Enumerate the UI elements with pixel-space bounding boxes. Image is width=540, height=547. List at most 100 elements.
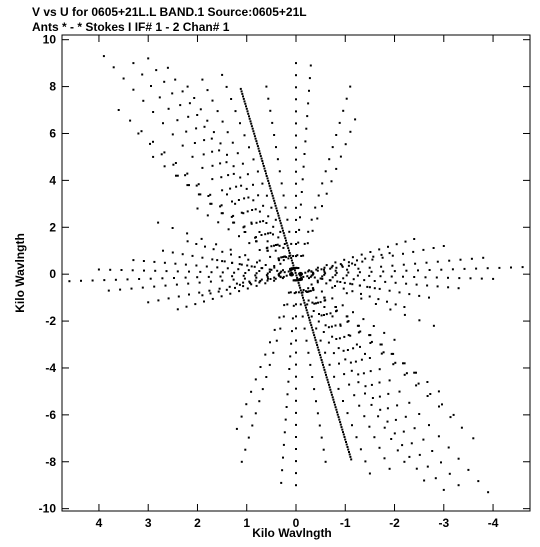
uv-point (304, 271, 307, 274)
uv-point (390, 352, 393, 355)
uv-point (279, 275, 282, 278)
uv-point (218, 287, 221, 290)
uv-point (267, 179, 270, 182)
uv-point (349, 85, 352, 88)
uv-point (344, 143, 347, 146)
uv-point (317, 320, 320, 323)
uv-point (164, 284, 167, 287)
uv-point (452, 413, 455, 416)
uv-point (347, 334, 350, 337)
uv-point (378, 248, 381, 251)
uv-point (307, 299, 310, 302)
uv-point (181, 144, 184, 147)
uv-point (305, 339, 308, 342)
uv-point (221, 212, 224, 215)
uv-point (308, 319, 311, 322)
uv-point (211, 150, 214, 153)
uv-point (160, 153, 163, 156)
uv-point (270, 189, 273, 192)
uv-point (201, 78, 204, 81)
uv-point (255, 272, 258, 275)
uv-point (186, 85, 189, 88)
uv-point (274, 218, 277, 221)
uv-point (316, 266, 319, 269)
uv-point (324, 272, 327, 275)
uv-point (219, 205, 222, 208)
uv-point (196, 207, 199, 210)
uv-point (315, 302, 317, 305)
uv-point (268, 184, 271, 187)
uv-point (319, 301, 322, 304)
uv-point (193, 142, 196, 144)
uv-point (287, 380, 290, 383)
uv-point (374, 303, 377, 305)
uv-point (370, 383, 373, 386)
uv-point (282, 259, 285, 262)
uv-point (255, 240, 258, 243)
uv-point (157, 221, 160, 224)
uv-point (320, 290, 323, 293)
uv-point (339, 263, 342, 266)
uv-point (286, 244, 289, 247)
uv-point (337, 416, 340, 419)
y-axis-title: Kilo Wavlngth (13, 233, 27, 313)
uv-point (295, 423, 297, 426)
uv-point (211, 258, 214, 261)
uv-point (299, 303, 302, 306)
uv-point (291, 317, 294, 320)
uv-point (295, 74, 297, 77)
uv-point (316, 344, 319, 346)
uv-point (346, 268, 349, 271)
uv-point (477, 480, 480, 483)
uv-point (239, 176, 242, 179)
uv-point (295, 351, 297, 354)
uv-point (203, 125, 206, 128)
uv-point (211, 297, 214, 300)
uv-point (486, 267, 489, 270)
uv-point (239, 122, 241, 125)
uv-point (332, 352, 335, 355)
uv-point (498, 266, 501, 269)
uv-point (448, 472, 451, 475)
uv-point (266, 249, 269, 252)
uv-point (328, 158, 331, 161)
y-tick-label: 8 (49, 80, 56, 94)
uv-point (413, 371, 416, 374)
uv-point (283, 234, 286, 237)
uv-point (362, 318, 365, 321)
uv-point (313, 388, 316, 391)
uv-point (269, 187, 272, 190)
uv-point (373, 287, 376, 290)
uv-point (323, 273, 326, 276)
uv-point (259, 366, 262, 368)
x-tick-label: 0 (293, 516, 300, 530)
uv-point (193, 97, 196, 99)
uv-point (309, 64, 312, 67)
uv-point (231, 141, 234, 144)
uv-point (429, 393, 432, 395)
uv-point (238, 290, 241, 293)
uv-point (175, 283, 178, 286)
uv-point (287, 270, 290, 273)
uv-point (340, 264, 343, 267)
uv-point (330, 266, 333, 269)
uv-point (353, 394, 356, 397)
uv-point (188, 293, 190, 296)
uv-point (185, 130, 188, 133)
uv-point (194, 303, 197, 306)
uv-point (269, 109, 272, 112)
uv-point (307, 351, 310, 354)
uv-point (283, 431, 286, 434)
uv-point (176, 119, 179, 122)
uv-point (422, 248, 425, 251)
uv-point (291, 272, 294, 275)
uv-point (295, 158, 297, 161)
uv-point (392, 363, 395, 366)
uv-point (255, 284, 258, 287)
uv-point (307, 287, 310, 290)
uv-point (235, 427, 238, 430)
uv-point (247, 269, 250, 272)
uv-point (199, 108, 202, 111)
uv-point (272, 225, 275, 228)
uv-point (282, 443, 285, 446)
